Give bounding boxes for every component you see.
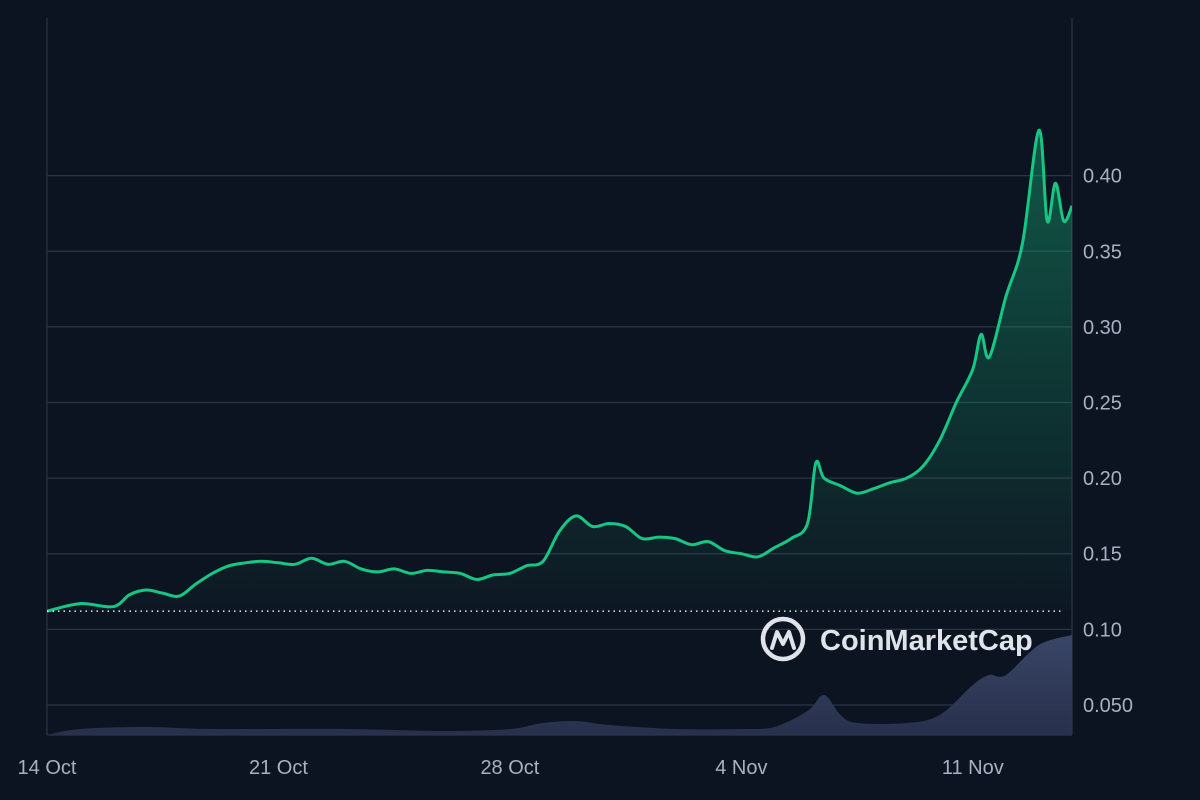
y-tick-label: 0.20 — [1083, 468, 1122, 490]
watermark: CoinMarketCap — [760, 616, 1033, 662]
x-tick-label: 28 Oct — [480, 757, 539, 779]
x-axis-ticks: 14 Oct 21 Oct 28 Oct 4 Nov 11 Nov — [18, 757, 1004, 779]
x-tick-label: 21 Oct — [249, 757, 308, 779]
price-line — [47, 128, 1072, 613]
volume-area-fill — [47, 635, 1072, 735]
coinmarketcap-logo-icon — [760, 616, 806, 662]
y-tick-label: 0.40 — [1083, 166, 1122, 188]
x-tick-label: 4 Nov — [715, 757, 767, 779]
y-axis-ticks: 0.050 0.10 0.15 0.20 0.25 0.30 0.35 0.40 — [1083, 166, 1133, 717]
y-tick-label: 0.25 — [1083, 393, 1122, 415]
y-tick-label: 0.10 — [1083, 619, 1122, 641]
x-tick-label: 14 Oct — [18, 757, 77, 779]
price-series — [47, 128, 1072, 613]
x-tick-label: 11 Nov — [942, 757, 1004, 779]
volume-area — [47, 635, 1072, 735]
y-tick-label: 0.30 — [1083, 317, 1122, 339]
y-tick-label: 0.35 — [1083, 241, 1122, 263]
y-tick-label: 0.050 — [1083, 695, 1133, 717]
watermark-text: CoinMarketCap — [820, 625, 1033, 657]
price-area-fill — [47, 130, 1072, 612]
y-tick-label: 0.15 — [1083, 544, 1122, 566]
